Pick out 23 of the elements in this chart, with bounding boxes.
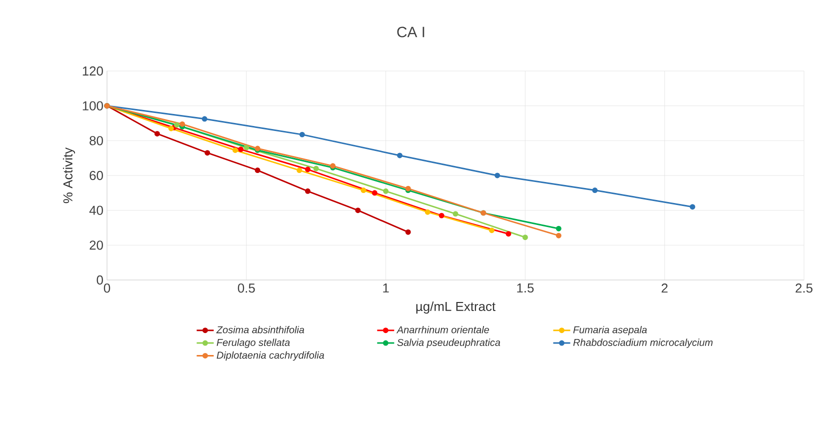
- x-tick-label: 0: [104, 284, 110, 293]
- y-tick-label: 0: [96, 275, 103, 285]
- legend-label: Anarrhinum orientale: [396, 326, 490, 334]
- y-tick-label: 60: [90, 170, 103, 180]
- y-tick-label: 80: [90, 136, 103, 146]
- x-tick-label: 1: [383, 284, 389, 292]
- y-tick-label: 120: [82, 66, 103, 76]
- legend-label: Salvia pseudeuphratica: [397, 338, 500, 348]
- legend-label: Rhabdosciadium microcalycium: [573, 338, 713, 348]
- x-tick-label: 2: [662, 284, 668, 293]
- x-axis-title: µg/mL Extract: [416, 302, 496, 314]
- y-axis-title: % Activity: [62, 147, 76, 204]
- legend-label: Ferulago stellata: [216, 338, 290, 348]
- legend-label: Zosima absinthifolia: [216, 326, 304, 334]
- x-tick-label: 2.5: [796, 284, 812, 293]
- x-tick-label: 0.5: [238, 284, 255, 293]
- y-tick-label: 100: [82, 101, 103, 110]
- y-tick-label: 40: [89, 206, 103, 215]
- legend-label: Fumaria asepala: [573, 326, 647, 336]
- legend-label: Diplotaenia cachrydifolia: [216, 351, 324, 361]
- y-tick-label: 20: [90, 240, 103, 250]
- chart-title: CA I: [397, 26, 424, 38]
- x-tick-label: 1.5: [517, 284, 534, 293]
